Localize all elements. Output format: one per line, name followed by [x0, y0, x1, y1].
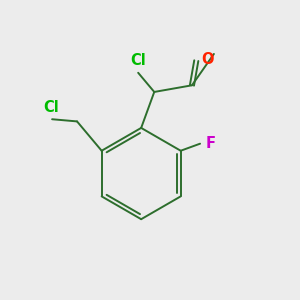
Text: O: O — [202, 52, 214, 67]
Text: Cl: Cl — [43, 100, 58, 115]
Text: F: F — [206, 136, 215, 151]
Text: Cl: Cl — [130, 53, 146, 68]
